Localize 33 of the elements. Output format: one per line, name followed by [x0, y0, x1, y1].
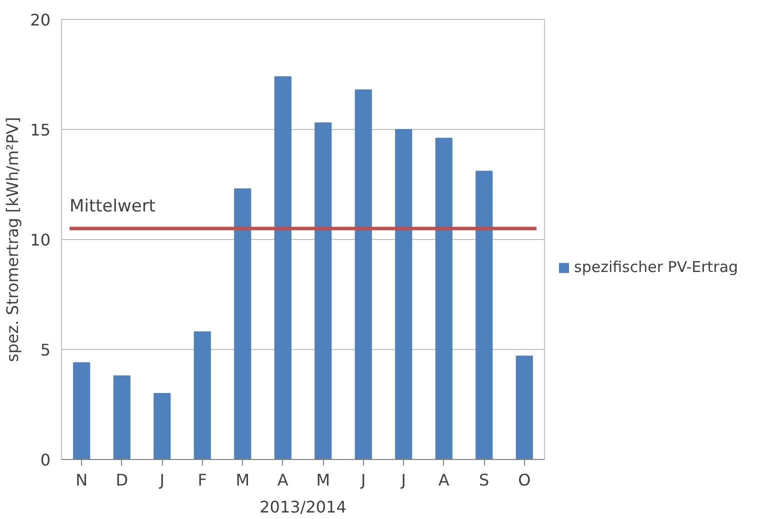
x-tick-label: A — [277, 470, 288, 490]
x-tick-label: J — [158, 470, 164, 490]
bar — [234, 188, 252, 460]
x-tick-label: F — [198, 470, 207, 490]
legend-label: spezifischer PV-Ertrag — [574, 257, 738, 278]
bar — [154, 393, 171, 460]
ref-line-label: Mittelwert — [70, 196, 156, 216]
bar — [274, 76, 292, 460]
x-tick-label: O — [518, 470, 531, 490]
x-tick-label: A — [438, 470, 450, 490]
x-axis-title: 2013/2014 — [260, 498, 346, 516]
bar — [435, 138, 452, 460]
x-tick-label: J — [360, 470, 366, 490]
bar — [516, 356, 533, 460]
y-tick-label: 20 — [30, 10, 50, 30]
y-tick-label: 15 — [30, 120, 50, 140]
y-tick-label: 10 — [30, 230, 50, 250]
x-tick-label: M — [236, 470, 250, 490]
y-axis-title: spez. Stromertrag [kWh/m²PV] — [3, 117, 22, 362]
x-tick-label: M — [316, 470, 330, 490]
bar — [314, 122, 332, 460]
x-tick-label: D — [116, 470, 128, 490]
bar — [113, 375, 130, 460]
bar — [194, 331, 211, 460]
x-tick-label: S — [479, 470, 490, 490]
x-tick-label: J — [400, 470, 406, 490]
y-tick-label: 0 — [40, 450, 51, 470]
y-tick-label: 5 — [40, 340, 51, 360]
bar — [73, 362, 90, 460]
x-tick-label: N — [76, 470, 88, 490]
bar — [476, 170, 493, 460]
bar — [354, 89, 372, 460]
bar — [395, 129, 412, 460]
